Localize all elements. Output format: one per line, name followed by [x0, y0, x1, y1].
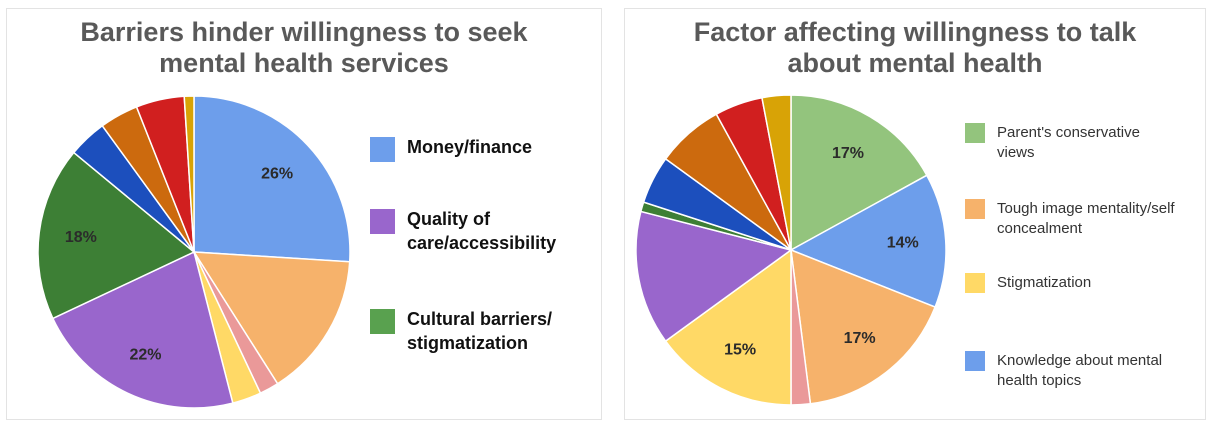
legend-label-money: Money/finance [407, 137, 533, 157]
legend-label-knowledge: Knowledge about mental health topics [997, 352, 1163, 389]
legend-swatch-cultural [370, 309, 395, 334]
pie-right-slice-2 [790, 248, 937, 405]
legend-item-quality: Quality of care/accessibility [370, 207, 556, 255]
pie-right-slice-1 [789, 174, 947, 309]
pie-left-slice-label-4: 22% [129, 347, 161, 364]
legend-swatch-knowledge [965, 351, 985, 371]
pie-left-slice-label-5: 18% [65, 229, 97, 246]
legend-item-stigmatization: Stigmatization [965, 273, 1091, 293]
legend-swatch-tough-image [965, 199, 985, 219]
legend-label-tough-image: Tough image mentality/self concealment [997, 200, 1175, 237]
legend-swatch-money [370, 137, 395, 162]
pie-left-slice-label-0: 26% [261, 165, 293, 182]
pie-right-slice-label-2: 17% [844, 330, 876, 347]
pie-right-slice-label-0: 17% [832, 145, 864, 162]
chart-panel-right: Factor affecting willingness to talk abo… [624, 8, 1206, 420]
pie-right-slice-5 [635, 210, 793, 343]
legend-left: Money/finance Quality of care/accessibil… [370, 135, 595, 365]
legend-swatch-quality [370, 209, 395, 234]
pie-right-slice-0 [790, 94, 928, 252]
pie-left-slice-0 [193, 95, 351, 263]
legend-label-cultural: Cultural barriers/ stigmatization [407, 309, 553, 353]
pie-left-slice-9 [183, 95, 195, 253]
legend-item-knowledge: Knowledge about mental health topics [965, 351, 1162, 391]
legend-swatch-parents [965, 123, 985, 143]
pie-chart-right: 17% 14% 17% 15% [635, 94, 947, 406]
legend-swatch-stigmatization [965, 273, 985, 293]
pie-right-slice-10 [761, 94, 792, 251]
pie-left-slice-4 [51, 250, 234, 409]
legend-label-quality: Quality of care/accessibility [407, 209, 557, 253]
legend-item-cultural: Cultural barriers/ stigmatization [370, 307, 552, 355]
pie-right-slice-label-4: 15% [724, 341, 756, 358]
legend-item-tough-image: Tough image mentality/self concealment [965, 199, 1175, 239]
legend-item-parents: Parent's conservative views [965, 123, 1140, 163]
legend-right: Parent's conservative views Tough image … [965, 123, 1200, 403]
legend-label-parents: Parent's conservative views [997, 124, 1140, 161]
chart-panel-left: Barriers hinder willingness to seek ment… [6, 8, 602, 420]
pie-left-slice-1 [192, 251, 351, 385]
pie-right-slice-label-1: 14% [887, 234, 919, 251]
pie-left-slice-5 [37, 151, 196, 320]
chart-title-right: Factor affecting willingness to talk abo… [693, 17, 1137, 78]
pie-right-slice-4 [664, 248, 792, 406]
legend-item-money: Money/finance [370, 135, 532, 162]
pie-chart-left: 26% 22% 18% [37, 95, 351, 409]
chart-title-left: Barriers hinder willingness to seek ment… [80, 17, 528, 78]
legend-label-stigmatization: Stigmatization [997, 274, 1092, 291]
